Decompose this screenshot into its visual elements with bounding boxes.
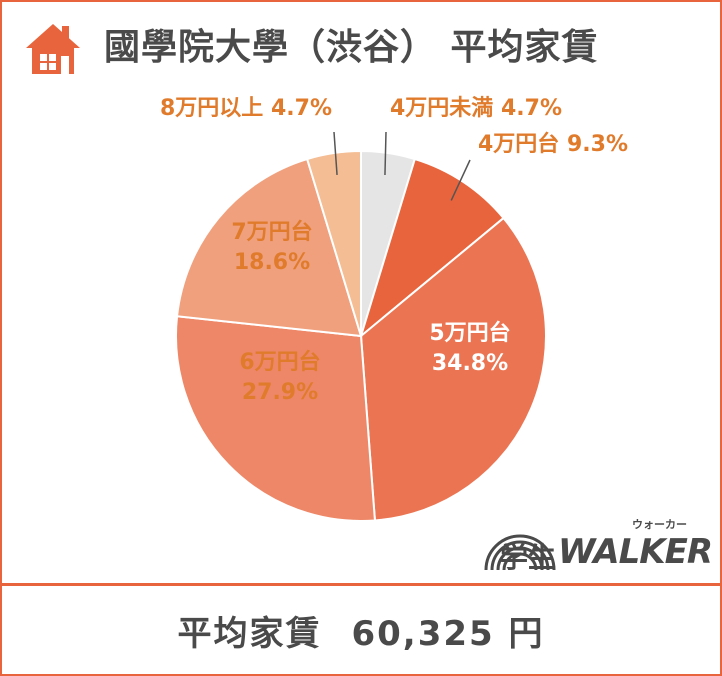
- pie-slice: [305, 149, 362, 337]
- pie-slice: [175, 315, 377, 522]
- footer-divider: [0, 583, 722, 586]
- pie-chart: 4万円未満 4.7% 4万円台 9.3% 5万円台 34.8% 6万円台 27.9% 7万円…: [160, 95, 628, 522]
- logo-name: WALKER: [558, 532, 713, 572]
- slice-label: 7万円台: [231, 219, 312, 245]
- slice-value-label: 34.8%: [432, 351, 508, 376]
- slice-label: 4万円台 9.3%: [478, 131, 628, 157]
- slice-value-label: 18.6%: [234, 250, 310, 275]
- slice-label: 8万円以上 4.7%: [160, 96, 332, 121]
- page-title: 國學院大學（渋谷） 平均家賃: [104, 27, 599, 68]
- slice-value-label: 27.9%: [242, 380, 318, 405]
- pie-slice: [359, 216, 547, 522]
- pie-slice: [175, 157, 363, 338]
- logo-prefix: 学生: [500, 541, 557, 574]
- footer-average-rent: 平均家賃 60,325 円: [0, 590, 722, 670]
- logo-kana: ウォーカー: [632, 518, 687, 531]
- house-icon: [26, 24, 80, 74]
- footer-value: 60,325 円: [351, 613, 545, 654]
- footer-label: 平均家賃: [177, 613, 322, 654]
- pie-slice: [359, 157, 505, 339]
- slice-label: 6万円台: [239, 349, 320, 375]
- logo-arc-icon: [484, 534, 556, 571]
- slice-label: 4万円未満 4.7%: [390, 95, 562, 121]
- leader-line: [333, 131, 338, 176]
- slice-label: 5万円台: [429, 320, 510, 346]
- gakusei-walker-logo: 学生 WALKER ウォーカー: [480, 514, 713, 576]
- leader-line: [450, 159, 471, 201]
- leader-line: [384, 131, 387, 175]
